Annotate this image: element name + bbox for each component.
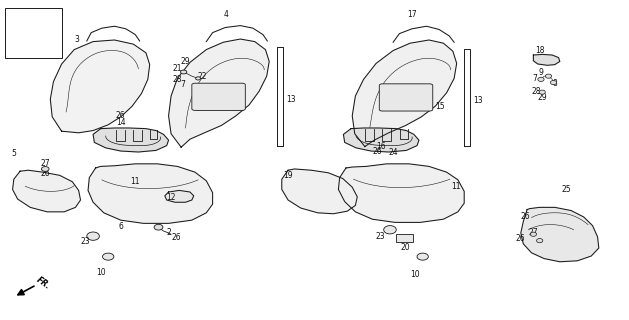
Text: 3: 3 bbox=[74, 35, 79, 44]
Text: 23: 23 bbox=[376, 232, 386, 241]
Text: 20: 20 bbox=[401, 243, 411, 252]
Text: 25: 25 bbox=[561, 185, 571, 194]
Text: 1: 1 bbox=[24, 8, 29, 17]
Ellipse shape bbox=[154, 224, 163, 230]
Text: FR.: FR. bbox=[35, 275, 52, 291]
Text: 28: 28 bbox=[531, 87, 541, 96]
Text: 19: 19 bbox=[283, 172, 293, 180]
Text: 26: 26 bbox=[116, 111, 126, 120]
Ellipse shape bbox=[545, 74, 552, 78]
Text: 27: 27 bbox=[528, 228, 538, 237]
Ellipse shape bbox=[103, 253, 114, 260]
Polygon shape bbox=[165, 190, 194, 202]
Text: 6: 6 bbox=[118, 222, 123, 231]
Text: 29: 29 bbox=[537, 93, 547, 102]
FancyBboxPatch shape bbox=[5, 8, 62, 58]
Text: 4: 4 bbox=[224, 10, 229, 19]
Text: 18: 18 bbox=[535, 46, 545, 55]
Ellipse shape bbox=[42, 166, 49, 172]
Text: 7: 7 bbox=[180, 80, 185, 89]
Text: 21: 21 bbox=[172, 64, 182, 73]
Text: 29: 29 bbox=[181, 57, 191, 66]
Text: 16: 16 bbox=[376, 142, 386, 151]
Ellipse shape bbox=[539, 90, 545, 94]
Text: 26: 26 bbox=[372, 147, 382, 156]
Polygon shape bbox=[352, 40, 457, 147]
Ellipse shape bbox=[181, 70, 187, 74]
Text: 26: 26 bbox=[171, 233, 181, 242]
Polygon shape bbox=[13, 170, 81, 212]
Text: 10: 10 bbox=[96, 268, 106, 277]
Polygon shape bbox=[93, 128, 169, 152]
Text: 9: 9 bbox=[538, 68, 543, 77]
Ellipse shape bbox=[87, 232, 99, 240]
Text: 14: 14 bbox=[116, 118, 126, 127]
Text: 26: 26 bbox=[40, 169, 50, 178]
Polygon shape bbox=[533, 54, 560, 65]
Text: 26: 26 bbox=[516, 234, 526, 243]
Ellipse shape bbox=[196, 77, 201, 80]
Polygon shape bbox=[88, 164, 213, 223]
Text: 17: 17 bbox=[407, 10, 417, 19]
Ellipse shape bbox=[537, 239, 543, 243]
Text: 13: 13 bbox=[473, 96, 483, 105]
Ellipse shape bbox=[550, 80, 557, 84]
Polygon shape bbox=[282, 169, 357, 214]
Ellipse shape bbox=[530, 232, 537, 236]
Text: 2: 2 bbox=[166, 228, 171, 237]
Text: 28: 28 bbox=[172, 76, 182, 84]
Text: 10: 10 bbox=[410, 270, 420, 279]
Text: 15: 15 bbox=[435, 102, 445, 111]
Polygon shape bbox=[50, 40, 150, 133]
Polygon shape bbox=[16, 36, 53, 55]
Text: 23: 23 bbox=[80, 237, 90, 246]
Text: 7: 7 bbox=[532, 74, 537, 83]
Polygon shape bbox=[338, 164, 464, 222]
Polygon shape bbox=[521, 207, 599, 262]
Ellipse shape bbox=[384, 226, 396, 234]
Text: 11: 11 bbox=[130, 177, 140, 186]
FancyBboxPatch shape bbox=[379, 84, 433, 111]
FancyBboxPatch shape bbox=[396, 234, 413, 242]
Text: 13: 13 bbox=[286, 95, 296, 104]
Polygon shape bbox=[169, 39, 269, 147]
Text: 24: 24 bbox=[388, 148, 398, 157]
Text: 11: 11 bbox=[451, 182, 461, 191]
Ellipse shape bbox=[417, 253, 428, 260]
FancyBboxPatch shape bbox=[192, 83, 245, 110]
Polygon shape bbox=[343, 128, 419, 152]
Text: 27: 27 bbox=[40, 159, 50, 168]
Text: 5: 5 bbox=[11, 149, 16, 158]
Text: 26: 26 bbox=[520, 212, 530, 221]
Text: 8: 8 bbox=[552, 79, 557, 88]
Text: 22: 22 bbox=[198, 72, 208, 81]
Text: 12: 12 bbox=[166, 193, 176, 202]
Ellipse shape bbox=[538, 77, 544, 82]
